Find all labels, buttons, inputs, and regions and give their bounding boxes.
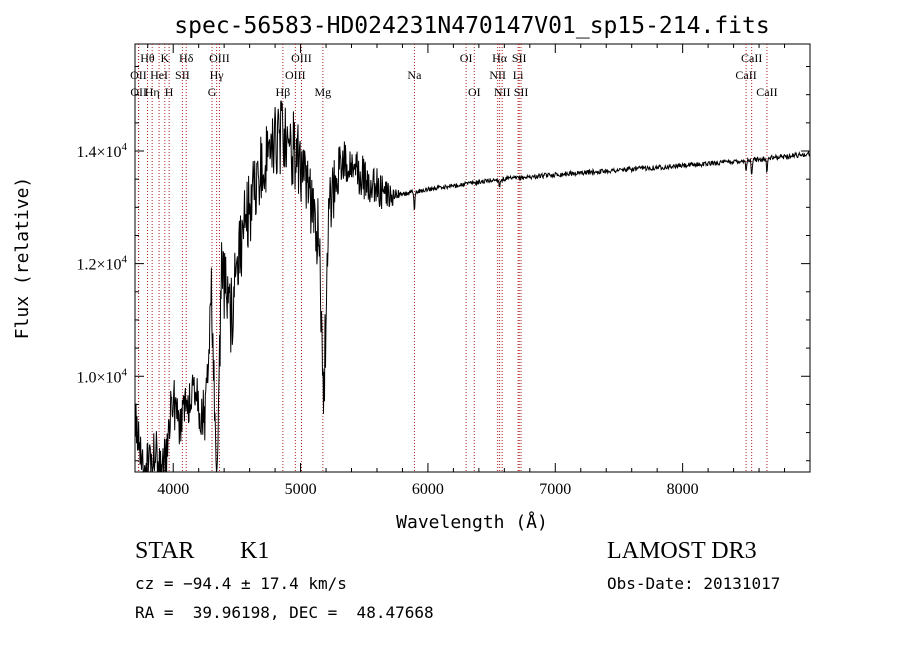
x-axis-label: Wavelength (Å) xyxy=(396,511,548,533)
marker-label-5: K xyxy=(160,51,169,65)
plot-frame xyxy=(134,43,811,473)
marker-label-22: Li xyxy=(513,68,524,82)
marker-label-26: CaII xyxy=(735,68,756,82)
marker-label-20: SII xyxy=(512,51,527,65)
marker-label-6: H xyxy=(165,85,174,99)
marker-label-16: Na xyxy=(407,68,422,82)
coordinates: RA = 39.96198, DEC = 48.47668 xyxy=(135,603,434,622)
y-tick-label-2: 1.4×104 xyxy=(76,141,127,161)
marker-label-15: Mg xyxy=(315,85,332,99)
marker-label-1: OII xyxy=(130,68,147,82)
y-axis-label: Flux (relative) xyxy=(12,177,33,340)
marker-label-0: Hθ xyxy=(140,51,155,65)
marker-label-23: NII xyxy=(494,85,511,99)
marker-label-12: OIII xyxy=(291,51,312,65)
x-tick-label-2: 6000 xyxy=(412,481,444,498)
marker-label-18: OI xyxy=(468,85,481,99)
marker-label-3: HeI xyxy=(150,68,168,82)
chart-title: spec-56583-HD024231N470147V01_sp15-214.f… xyxy=(174,13,769,39)
marker-label-11: G xyxy=(208,85,217,99)
x-tick-label-3: 7000 xyxy=(539,481,571,498)
marker-label-8: SII xyxy=(175,68,190,82)
marker-label-9: OIII xyxy=(209,51,230,65)
marker-label-2: OII xyxy=(130,85,147,99)
x-tick-label-4: 8000 xyxy=(667,481,699,498)
marker-label-7: Hδ xyxy=(179,51,194,65)
marker-label-13: OIII xyxy=(285,68,306,82)
object-class: STAR xyxy=(135,538,195,564)
y-axis: 1.0×104 1.2×104 1.4×104 xyxy=(76,66,810,462)
marker-label-10: Hγ xyxy=(210,68,225,82)
y-tick-label-1: 1.2×104 xyxy=(76,254,127,274)
marker-label-25: CaII xyxy=(741,51,762,65)
x-tick-label-0: 4000 xyxy=(157,481,189,498)
spectrum-line xyxy=(134,100,811,473)
spectrum-chart: spec-56583-HD024231N470147V01_sp15-214.f… xyxy=(12,13,811,533)
marker-label-19: Hα xyxy=(492,51,508,65)
x-axis: 4000 5000 6000 7000 8000 xyxy=(147,44,811,498)
redshift-text: cz = −94.4 ± 17.4 km/s xyxy=(135,574,347,593)
marker-label-14: Hβ xyxy=(275,85,290,99)
marker-label-4: Hη xyxy=(145,85,160,99)
spectral-line-markers xyxy=(137,44,768,472)
marker-label-17: OI xyxy=(460,51,473,65)
marker-label-21: NII xyxy=(489,68,506,82)
y-tick-label-0: 1.0×104 xyxy=(76,366,127,386)
marker-label-24: SII xyxy=(514,85,529,99)
survey-name: LAMOST DR3 xyxy=(607,538,757,564)
x-tick-label-1: 5000 xyxy=(285,481,317,498)
obs-date: Obs-Date: 20131017 xyxy=(607,574,781,593)
subclass: K1 xyxy=(240,538,270,564)
marker-label-27: CaII xyxy=(756,85,777,99)
